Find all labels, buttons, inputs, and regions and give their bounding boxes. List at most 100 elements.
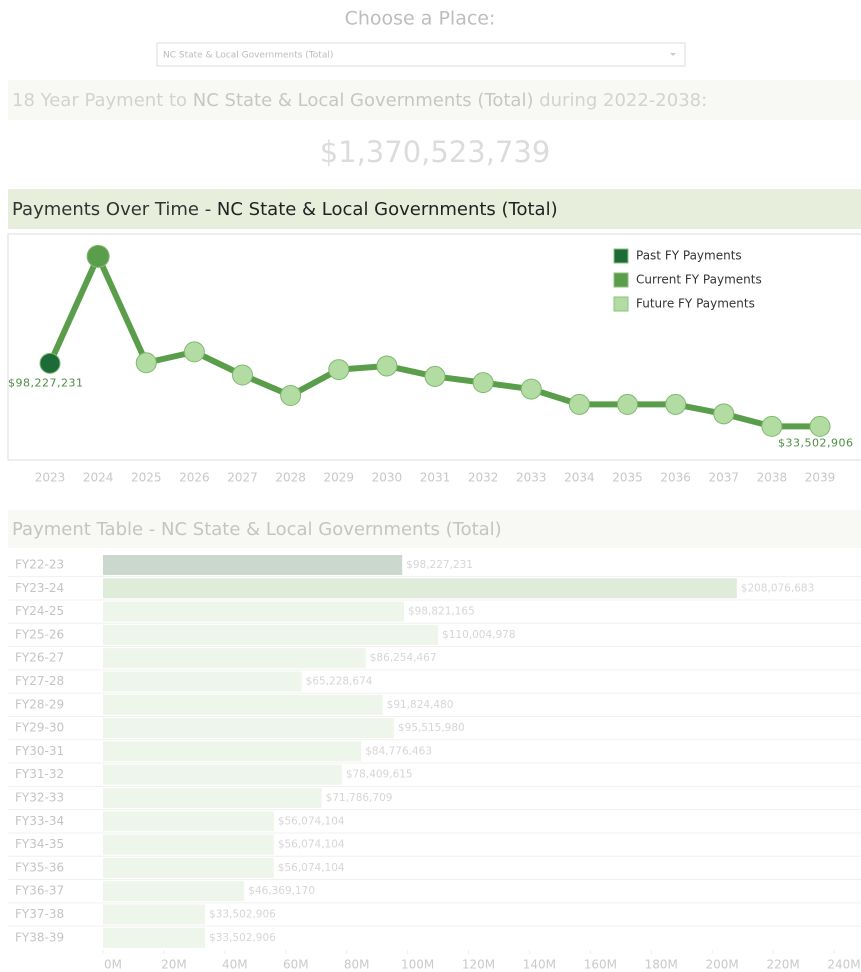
data-point — [665, 393, 687, 415]
x-tick-label: 2032 — [468, 471, 499, 485]
line-title-prefix: Payments Over Time - — [12, 199, 217, 220]
bar — [103, 788, 322, 808]
data-point — [424, 365, 446, 387]
bar-value-label: $46,369,170 — [248, 885, 315, 897]
bar-value-label: $78,409,615 — [346, 769, 413, 781]
data-point — [761, 415, 783, 437]
place-dropdown[interactable] — [156, 42, 686, 67]
bar-value-label: $71,786,709 — [326, 792, 393, 804]
bar — [103, 741, 362, 762]
summary-text: 18 Year Payment to NC State & Local Gove… — [12, 90, 707, 111]
category-label: FY34-35 — [15, 837, 64, 851]
bar — [103, 671, 302, 692]
category-label: FY28-29 — [15, 697, 64, 711]
bar-value-label: $208,076,683 — [741, 582, 814, 594]
summary-prefix: 18 Year Payment to — [12, 90, 193, 111]
data-point — [472, 372, 494, 394]
x-tick-label: 2031 — [420, 471, 451, 485]
data-point — [713, 403, 735, 425]
data-point — [232, 364, 253, 386]
x-tick-label: 240M — [827, 958, 860, 972]
bar-value-label: $56,074,104 — [278, 862, 345, 874]
data-point — [376, 355, 398, 377]
category-label: FY36-37 — [15, 884, 64, 898]
category-label: FY25-26 — [15, 627, 64, 641]
data-point — [86, 244, 110, 268]
x-tick-label: 160M — [584, 958, 617, 972]
line-title: Payments Over Time - NC State & Local Go… — [12, 199, 558, 220]
x-tick-label: 2029 — [323, 471, 354, 485]
bar-value-label: $56,074,104 — [278, 839, 345, 851]
bar — [103, 857, 274, 878]
bar-value-label: $95,515,980 — [398, 722, 465, 734]
summary-suffix: during 2022-2038: — [533, 90, 707, 111]
category-label: FY33-34 — [15, 814, 64, 828]
bar-title-place: NC State & Local Governments (Total) — [161, 519, 502, 540]
bar-value-label: $110,004,978 — [442, 629, 515, 641]
x-tick-label: 2036 — [660, 471, 691, 485]
bar — [103, 927, 206, 948]
bar-value-label: $98,227,231 — [406, 559, 473, 571]
data-point — [280, 384, 302, 406]
bar — [103, 578, 737, 599]
bar — [103, 555, 403, 575]
category-label: FY27-28 — [15, 674, 64, 688]
bar-title: Payment Table - NC State & Local Governm… — [12, 519, 502, 540]
bar — [103, 811, 274, 832]
bar-value-label: $86,254,467 — [370, 652, 437, 664]
place-prompt: Choose a Place: — [345, 8, 496, 30]
category-label: FY24-25 — [15, 604, 64, 618]
bar — [103, 648, 366, 669]
summary-place: NC State & Local Governments (Total) — [193, 90, 534, 111]
category-label: FY37-38 — [15, 907, 64, 921]
x-tick-label: 180M — [645, 958, 678, 972]
data-point — [617, 393, 638, 415]
x-tick-label: 2037 — [708, 471, 739, 485]
bar — [103, 718, 394, 739]
bar-value-label: $91,824,480 — [387, 699, 454, 711]
x-tick-label: 60M — [283, 958, 309, 972]
bar-value-label: $33,502,906 — [209, 932, 276, 944]
dropdown-arrow — [670, 53, 676, 56]
legend-swatch — [613, 272, 629, 288]
x-tick-label: 2035 — [612, 471, 643, 485]
x-tick-label: 2034 — [564, 471, 595, 485]
x-tick-label: 2038 — [757, 471, 788, 485]
data-point — [520, 378, 542, 400]
data-label: $98,227,231 — [8, 376, 83, 389]
bar-value-label: $33,502,906 — [209, 909, 276, 921]
x-tick-label: 20M — [161, 958, 187, 972]
data-label: $33,502,906 — [778, 436, 853, 449]
bar — [103, 834, 274, 855]
data-point — [183, 341, 205, 363]
category-label: FY38-39 — [15, 930, 64, 944]
bar-value-label: $56,074,104 — [278, 815, 345, 827]
x-tick-label: 2026 — [179, 471, 210, 485]
legend-label: Current FY Payments — [636, 273, 762, 287]
bar-title-prefix: Payment Table - — [12, 519, 161, 540]
bar-value-label: $84,776,463 — [365, 745, 432, 757]
bar — [103, 764, 342, 785]
x-tick-label: 2024 — [83, 471, 114, 485]
data-point — [568, 393, 590, 415]
legend-swatch — [613, 296, 629, 312]
dropdown-value: NC State & Local Governments (Total) — [163, 51, 333, 61]
x-tick-label: 2039 — [805, 471, 836, 485]
legend-label: Past FY Payments — [636, 249, 742, 263]
category-label: FY32-33 — [15, 791, 64, 805]
data-point — [39, 352, 61, 374]
bar-title-band — [8, 510, 861, 548]
line-title-place: NC State & Local Governments (Total) — [217, 199, 558, 220]
x-tick-label: 100M — [401, 958, 434, 972]
data-point — [328, 359, 350, 381]
bar — [103, 624, 439, 645]
category-label: FY22-23 — [15, 558, 64, 572]
x-tick-label: 2030 — [372, 471, 403, 485]
data-point — [809, 415, 831, 437]
x-tick-label: 2033 — [516, 471, 547, 485]
category-label: FY29-30 — [15, 721, 64, 735]
bar-value-label: $65,228,674 — [306, 676, 373, 688]
x-tick-label: 120M — [462, 958, 495, 972]
legend-label: Future FY Payments — [636, 297, 755, 311]
